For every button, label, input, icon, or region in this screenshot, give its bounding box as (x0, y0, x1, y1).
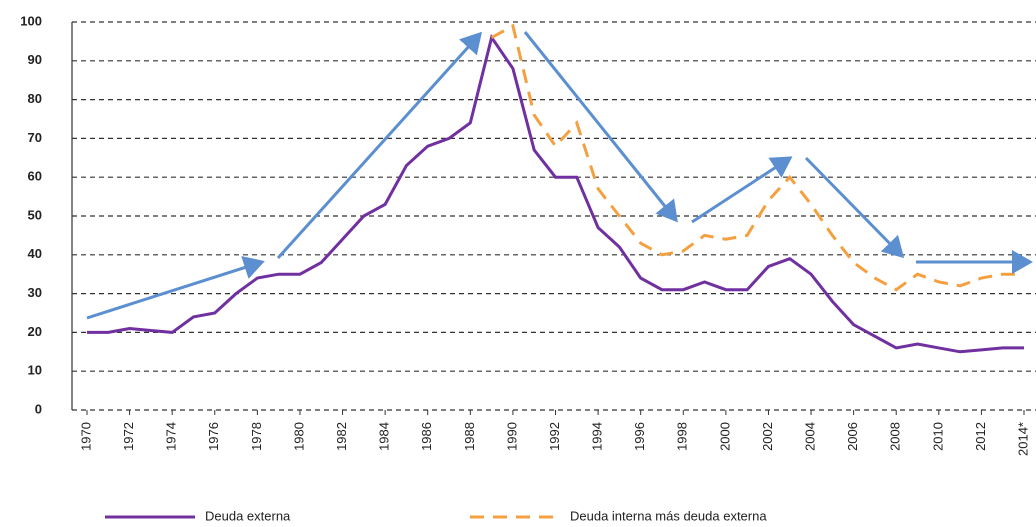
y-tick-label: 30 (28, 285, 42, 300)
x-tick-label: 1988 (462, 422, 477, 451)
trend-arrow (86, 256, 265, 320)
legend-label: Deuda externa (205, 508, 291, 523)
x-tick-label: 2008 (888, 422, 903, 451)
trend-arrow (523, 31, 678, 223)
x-tick-label: 1976 (206, 422, 221, 451)
y-tick-label: 100 (20, 13, 42, 28)
x-tick-label: 2014* (1015, 422, 1030, 456)
x-tick-label: 1998 (675, 422, 690, 451)
x-tick-label: 2004 (802, 422, 817, 451)
trend-arrow (276, 31, 483, 260)
x-tick-label: 2006 (845, 422, 860, 451)
x-tick-label: 1980 (291, 422, 306, 451)
y-tick-label: 80 (28, 91, 42, 106)
y-tick-label: 50 (28, 207, 42, 222)
y-tick-label: 0 (35, 401, 42, 416)
x-tick-label: 1996 (632, 422, 647, 451)
y-tick-label: 20 (28, 324, 42, 339)
y-tick-label: 10 (28, 363, 42, 378)
trend-arrows (86, 31, 1033, 320)
x-tick-label: 1986 (419, 422, 434, 451)
x-tick-label: 1994 (590, 422, 605, 451)
y-tick-label: 60 (28, 169, 42, 184)
y-tick-label: 40 (28, 246, 42, 261)
series-line (490, 23, 1024, 292)
x-tick-label: 1970 (78, 422, 93, 451)
trend-arrow (691, 156, 793, 224)
y-tick-label: 70 (28, 130, 42, 145)
x-tick-label: 1974 (164, 422, 179, 451)
x-tick-label: 1972 (121, 422, 136, 451)
x-tick-label: 1992 (547, 422, 562, 451)
y-tick-label: 90 (28, 52, 42, 67)
x-tick-label: 2000 (717, 422, 732, 451)
trend-arrow (804, 156, 905, 259)
series-line (87, 33, 1024, 354)
x-tick-label: 2002 (760, 422, 775, 451)
x-tick-label: 1990 (504, 422, 519, 451)
x-tick-label: 2012 (973, 422, 988, 451)
x-tick-label: 1978 (249, 422, 264, 451)
x-tick-label: 1984 (377, 422, 392, 451)
x-tick-label: 2010 (930, 422, 945, 451)
legend-label: Deuda interna más deuda externa (570, 508, 767, 523)
x-tick-label: 1982 (334, 422, 349, 451)
